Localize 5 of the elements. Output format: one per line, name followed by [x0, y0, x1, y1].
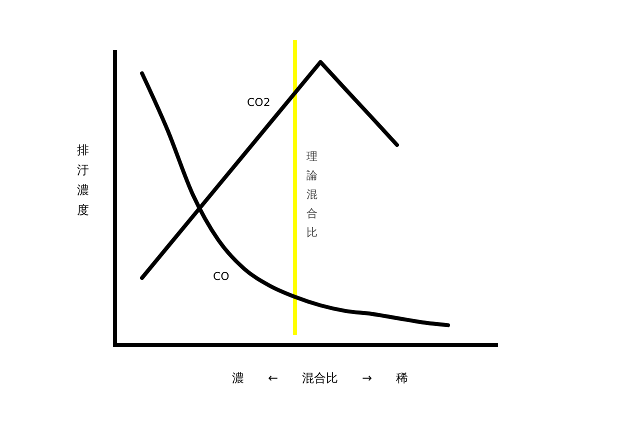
annotation: 理論混合比	[306, 150, 318, 239]
series-label: CO	[213, 270, 230, 283]
x-axis-title: 濃 ← 混合比 → 稀	[232, 371, 408, 385]
y-axis-title: 排汙濃度	[77, 143, 89, 217]
series-label: CO2	[247, 96, 270, 109]
